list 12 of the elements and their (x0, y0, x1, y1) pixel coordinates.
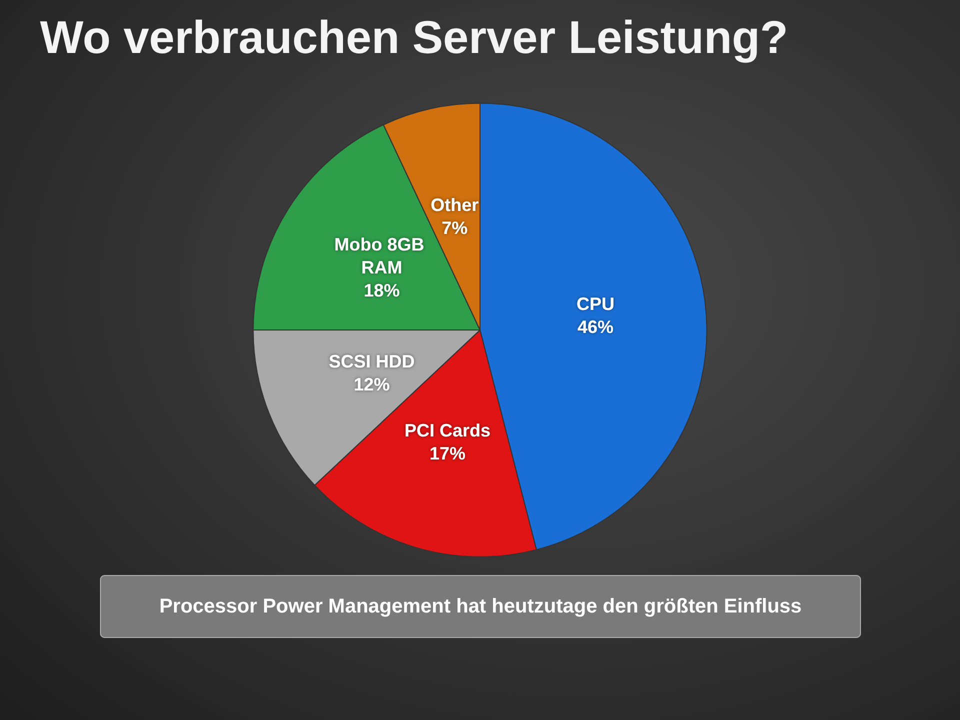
text: Processor Power Management hat heutzutage den größten Einfluss (159, 596, 802, 618)
slice-label: Mobo 8GB RAM (334, 234, 430, 278)
data-label: 46% (577, 316, 614, 337)
slice-label: CPU (576, 294, 614, 314)
data-label: 17% (430, 443, 466, 464)
slice-label: Other (430, 194, 479, 215)
data-label: 7% (442, 218, 468, 238)
slice-label: PCI Cards (404, 420, 491, 440)
chart-title: Wo verbrauchen Server Leistung? (40, 11, 788, 63)
slice-label: SCSI HDD (328, 351, 415, 372)
data-label: 18% (364, 280, 400, 301)
data-label: 12% (354, 374, 390, 394)
